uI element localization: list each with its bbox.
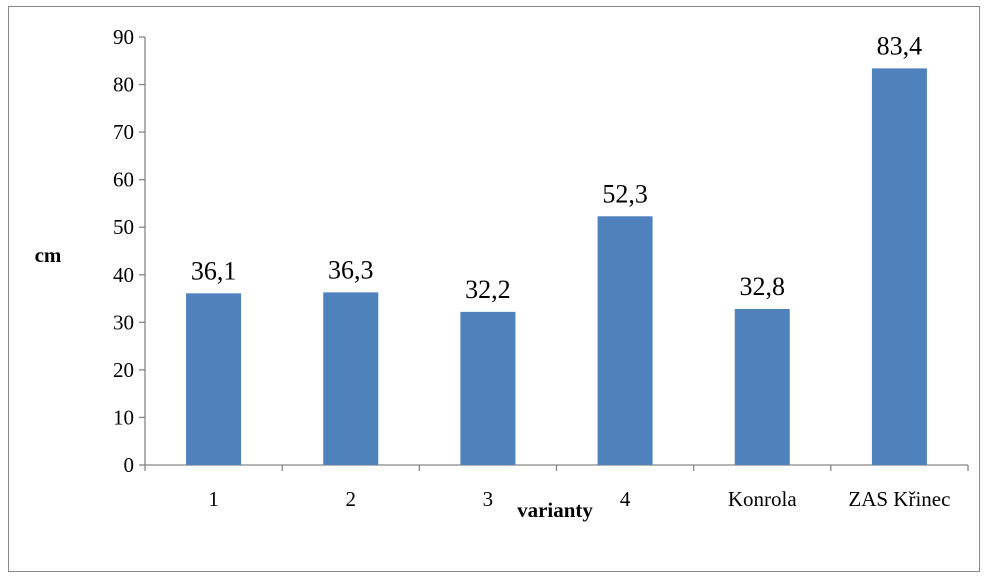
x-tick-label: 3 (483, 487, 494, 511)
data-labels: 36,1 36,3 32,2 52,3 32,8 83,4 (191, 31, 922, 303)
data-label: 36,1 (191, 256, 237, 285)
y-tick-label: 80 (113, 73, 134, 97)
y-tick-label: 70 (113, 120, 134, 144)
data-label: 32,2 (465, 275, 511, 304)
bar (597, 216, 653, 465)
y-tick-label: 10 (113, 405, 134, 429)
y-tick-label: 40 (113, 263, 134, 287)
bar (460, 311, 516, 465)
x-tick-label: Konrola (728, 487, 797, 511)
x-tick-label: ZAS Křinec (848, 487, 950, 511)
y-tick-label: 20 (113, 358, 134, 382)
x-tick-label: 2 (346, 487, 357, 511)
y-tick-label: 60 (113, 168, 134, 192)
bar (734, 309, 790, 465)
y-tick-label: 30 (113, 310, 134, 334)
data-label: 83,4 (877, 31, 923, 60)
y-tick-label: 90 (113, 25, 134, 49)
data-label: 32,8 (740, 272, 786, 301)
x-axis-title: varianty (517, 498, 593, 522)
tick-marks (139, 36, 969, 471)
y-tick-label: 50 (113, 215, 134, 239)
x-tick-label: 4 (620, 487, 631, 511)
y-tick-label: 0 (124, 453, 135, 477)
data-label: 36,3 (328, 255, 374, 284)
y-axis: 0 10 20 30 40 50 60 70 80 90 (113, 25, 146, 477)
y-axis-title: cm (35, 243, 62, 267)
bar (186, 293, 242, 465)
x-tick-label: 1 (208, 487, 219, 511)
chart-frame (8, 6, 980, 572)
bar (323, 292, 379, 465)
data-label: 52,3 (602, 179, 648, 208)
bar (871, 68, 927, 466)
bars (186, 68, 927, 466)
